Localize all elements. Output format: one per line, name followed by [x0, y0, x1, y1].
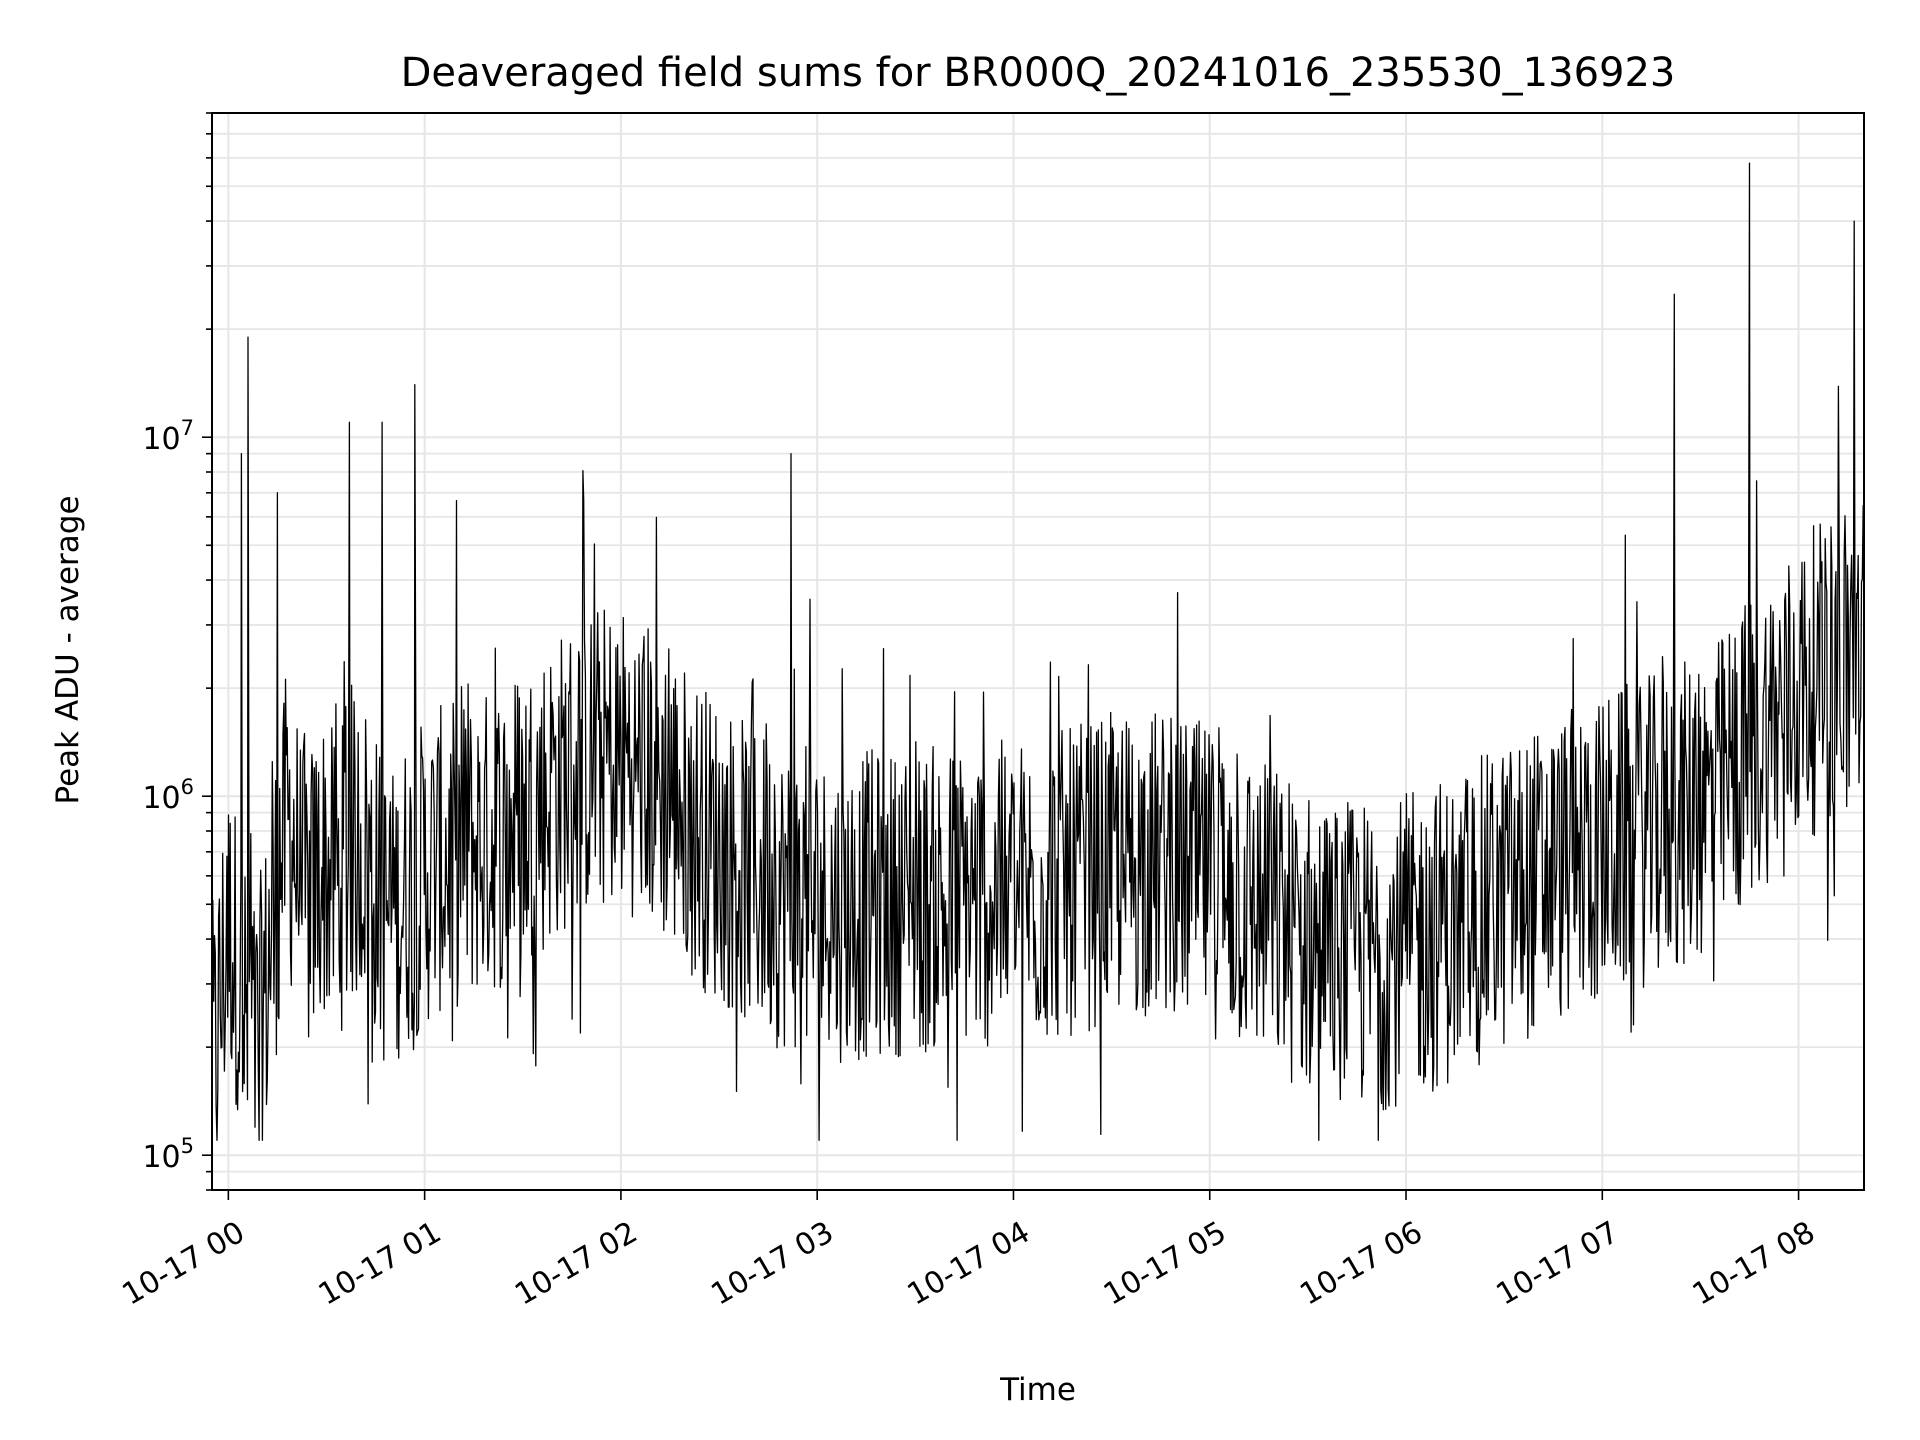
- x-axis-label: Time: [999, 1372, 1076, 1408]
- y-tick-label: 105: [142, 1134, 194, 1175]
- data-line: [211, 162, 1865, 1141]
- y-tick-label: 107: [142, 416, 194, 457]
- y-tick-label: 106: [142, 775, 194, 816]
- y-axis-label: Peak ADU - average: [50, 495, 86, 804]
- plot-frame: [211, 112, 1865, 1191]
- series-line: [211, 162, 1865, 1141]
- chart-title: Deaveraged field sums for BR000Q_2024101…: [401, 50, 1676, 96]
